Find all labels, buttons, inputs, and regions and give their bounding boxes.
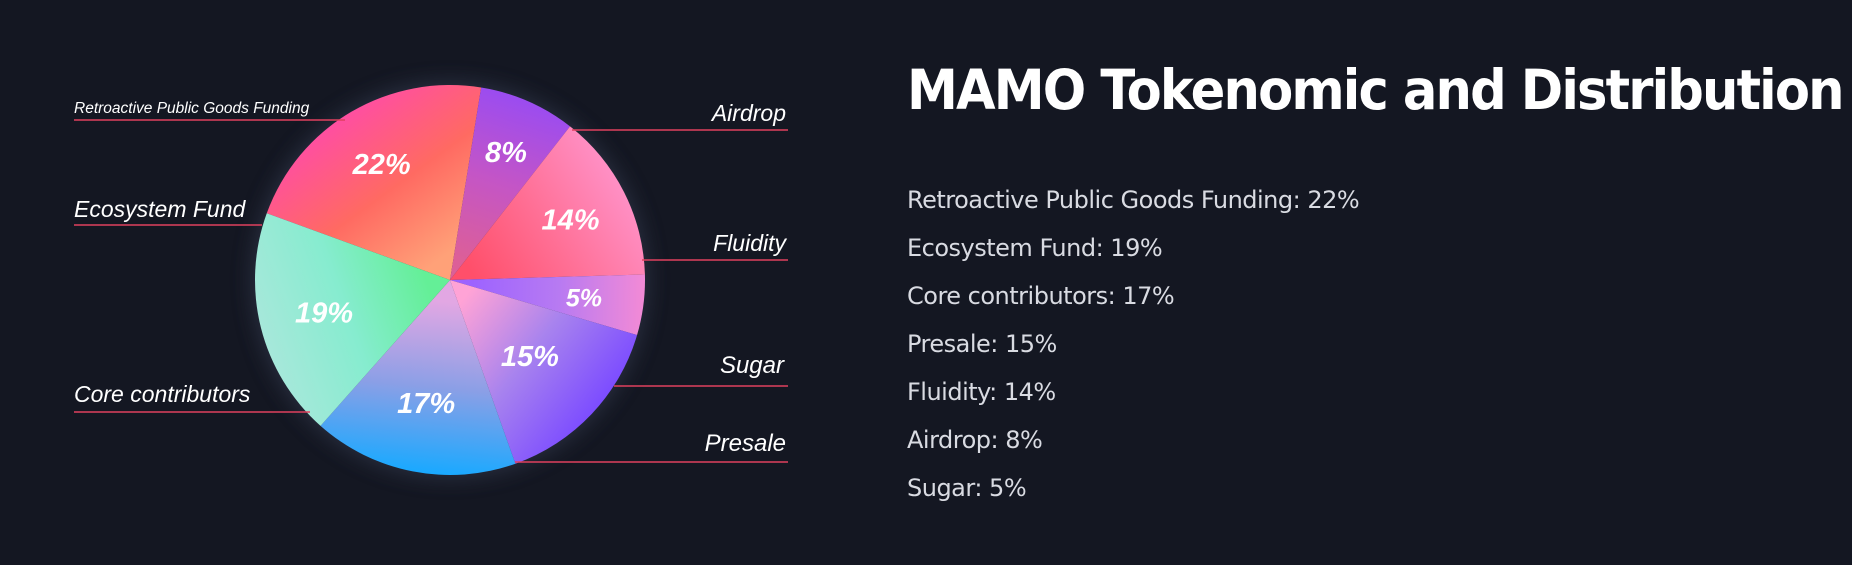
pie-slice-fluidity: [450, 126, 645, 280]
pie-slice-sugar: [450, 274, 645, 336]
slice-label-sugar: Sugar: [720, 352, 785, 379]
slice-percent-retroactive-public-goods-funding: 22%: [352, 149, 411, 181]
list-item-fluidity: Fluidity: 14%: [907, 378, 1056, 406]
pie-slice-core-contributors: [320, 280, 516, 475]
slice-percent-core-contributors: 17%: [397, 388, 455, 420]
slice-percent-fluidity: 14%: [541, 205, 599, 237]
leader-lines: [74, 119, 788, 463]
distribution-list: Retroactive Public Goods Funding: 22% Ec…: [907, 180, 1360, 516]
slice-label-core-contributors: Core contributors: [74, 381, 251, 407]
slice-label-presale: Presale: [705, 430, 786, 457]
pie-chart-svg: Retroactive Public Goods Funding Airdrop F…: [74, 82, 788, 478]
slice-label-ecosystem-fund: Ecosystem Fund: [74, 196, 246, 222]
list-item-retroactive-public-goods-funding: Retroactive Public Goods Funding: 22%: [907, 186, 1360, 214]
list-item-sugar: Sugar: 5%: [907, 474, 1027, 502]
pie-slice-retroactive-public-goods-funding: [266, 85, 482, 280]
list-item-core-contributors: Core contributors: 17%: [907, 282, 1175, 310]
pie-slice-ecosystem-fund: [255, 213, 450, 426]
slice-percent-ecosystem-fund: 19%: [295, 297, 353, 329]
pie-slice-airdrop: [450, 87, 571, 280]
slice-percent-airdrop: 8%: [485, 137, 527, 169]
slice-label-fluidity: Fluidity: [713, 230, 787, 256]
list-item-airdrop: Airdrop: 8%: [907, 426, 1043, 454]
pie-chart: Retroactive Public Goods Funding Airdrop F…: [0, 0, 860, 565]
slice-percent-labels: 22% 8% 14% 5% 15% 17% 19%: [295, 137, 602, 420]
slice-label-airdrop: Airdrop: [710, 100, 786, 126]
list-item-ecosystem-fund: Ecosystem Fund: 19%: [907, 234, 1163, 262]
outer-labels: Retroactive Public Goods Funding Airdrop F…: [74, 100, 787, 457]
pie-slices: [255, 85, 645, 475]
slice-percent-presale: 15%: [501, 341, 559, 373]
list-item-presale: Presale: 15%: [907, 330, 1057, 358]
slice-percent-sugar: 5%: [566, 284, 602, 312]
slice-label-retroactive-public-goods-funding: Retroactive Public Goods Funding: [74, 100, 310, 117]
pie-slice-presale: [450, 280, 638, 464]
page-title: MAMO Tokenomic and Distribution: [907, 58, 1845, 122]
